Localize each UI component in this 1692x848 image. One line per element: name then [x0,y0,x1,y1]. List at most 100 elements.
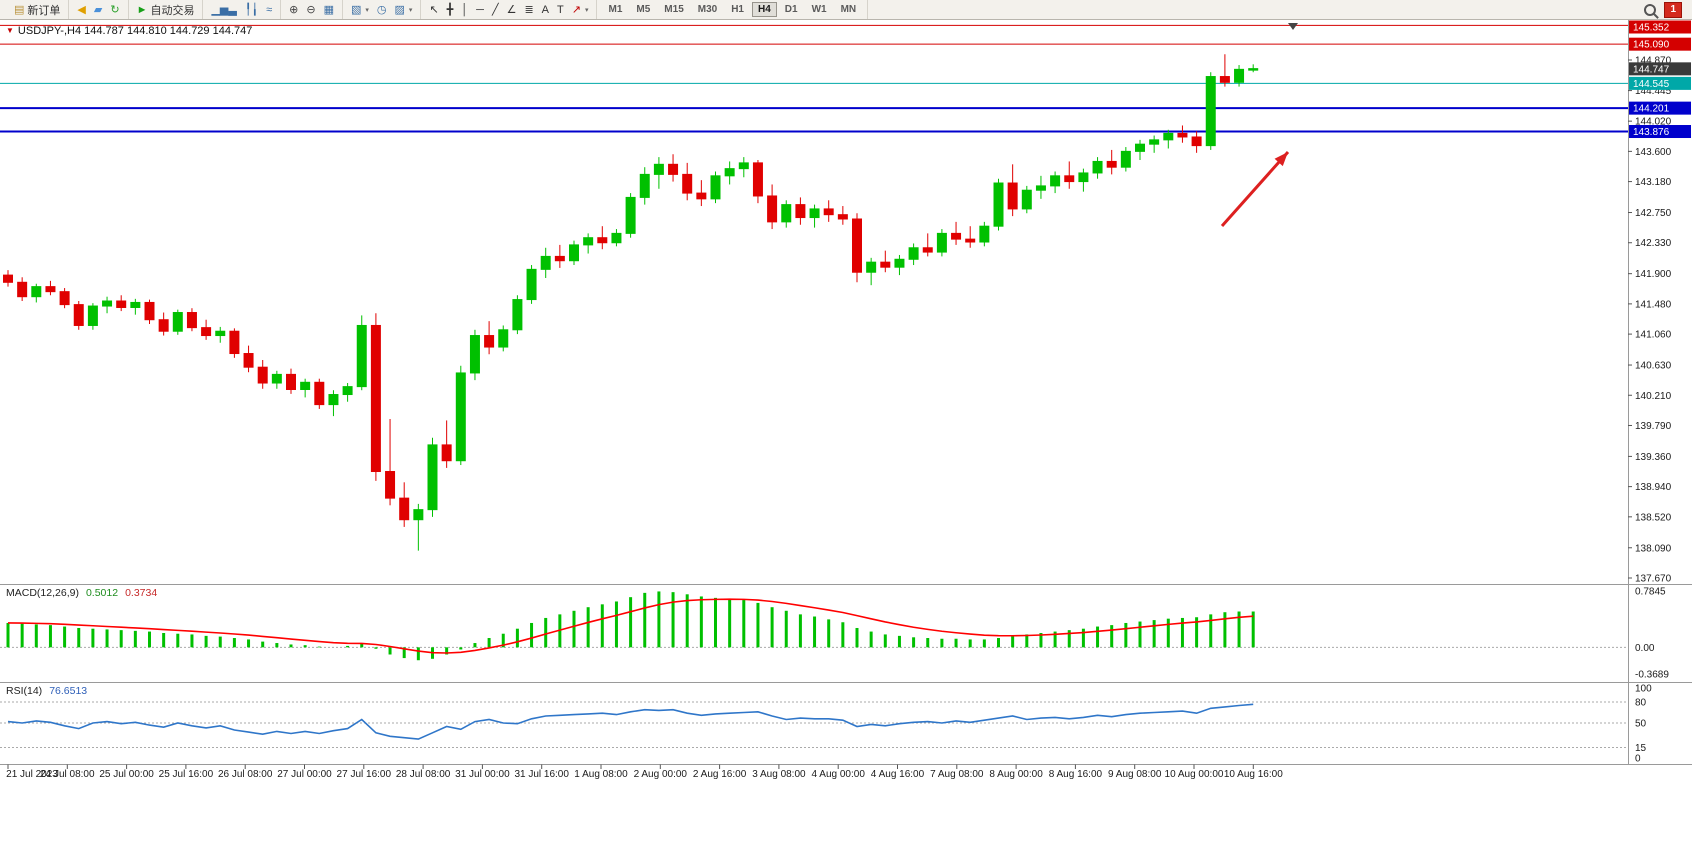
period-icon[interactable]: ◷ [373,1,391,19]
svg-text:144.445: 144.445 [1635,86,1672,97]
price-label-145.352 [1629,20,1691,34]
rsi-line [7,703,1254,740]
timeframe-m5[interactable]: M5 [636,4,651,15]
svg-text:142.330: 142.330 [1635,238,1672,249]
timeframe-d1[interactable]: D1 [784,4,798,15]
svg-text:145.352: 145.352 [1633,23,1670,34]
bar-chart-icon[interactable]: ▁▅▃ [207,1,240,19]
svg-text:25 Jul 16:00: 25 Jul 16:00 [159,769,214,780]
svg-text:144.747: 144.747 [1633,64,1670,75]
chart-title-overlay: ▼ USDJPY-,H4 144.787 144.810 144.729 144… [6,25,252,37]
svg-text:21 Jul 2023: 21 Jul 2023 [6,769,58,780]
toolbar-group: ⊕ ⊖ ▦ [281,0,343,19]
publish-icon[interactable]: ▰ [90,1,106,19]
chevron-down-icon: ▾ [365,6,369,14]
timeframe-m1[interactable]: M1 [608,4,623,15]
fibonacci-icon: ≣ [524,3,534,16]
cursor-icon[interactable]: ↖ [425,1,442,19]
svg-text:140.210: 140.210 [1635,391,1672,402]
text-icon[interactable]: A [538,1,553,19]
autotrading-button[interactable]: ► 自动交易 [133,1,199,19]
time-axis[interactable] [0,764,1692,786]
timeframe-h1[interactable]: H1 [731,4,744,15]
svg-text:4 Aug 16:00: 4 Aug 16:00 [871,769,925,780]
templates-icon[interactable]: ▨ ▾ [391,1,417,19]
horizontal-line-icon: ─ [476,3,484,16]
svg-text:139.790: 139.790 [1635,421,1672,432]
tile-windows-icon[interactable]: ▦ [320,1,338,19]
svg-text:25 Jul 00:00: 25 Jul 00:00 [99,769,154,780]
svg-text:2 Aug 00:00: 2 Aug 00:00 [634,769,688,780]
vertical-line-icon[interactable]: │ [457,1,472,19]
text-label-icon[interactable]: T [553,1,568,19]
svg-text:141.060: 141.060 [1635,330,1672,341]
announcement-icon[interactable]: ◀ [73,1,89,19]
search-icon[interactable] [1644,3,1657,16]
text-icon: A [541,3,550,16]
toolbar-group: ◀ ▰ ↻ [69,0,129,19]
svg-text:8 Aug 00:00: 8 Aug 00:00 [989,769,1043,780]
arrows-icon[interactable]: ↗ ▾ [568,1,593,19]
refresh-icon[interactable]: ↻ [106,1,123,19]
candlestick-series [3,54,1259,551]
price-axis[interactable] [1628,20,1692,764]
line-chart-icon[interactable]: ≈ [262,1,276,19]
new-chart-icon[interactable]: ▧ ▾ [347,1,373,19]
svg-text:143.876: 143.876 [1633,127,1670,138]
rsi-axis-label: 50 [1635,719,1647,730]
macd-axis-label: 0.7845 [1635,587,1666,598]
svg-text:1 Aug 08:00: 1 Aug 08:00 [574,769,628,780]
svg-text:7 Aug 08:00: 7 Aug 08:00 [930,769,984,780]
toolbar-right: 1 [1644,1,1686,18]
new-order-button[interactable]: ▤ 新订单 [10,1,64,19]
price-chart-canvas[interactable]: 144.870 144.445 144.020 143.600 143.180 142.7… [0,20,1692,848]
announcement-icon: ◀ [77,3,86,16]
price-label-144.747 [1629,62,1691,76]
rsi-value: 76.6513 [49,685,88,697]
timeframe-h4[interactable]: H4 [752,2,777,17]
toolbar-group: ↖ ╋ │ ─ ╱ ∠ ≣ A T ↗ ▾ [421,0,598,19]
zoom-in-icon: ⊕ [289,3,299,16]
arrows-icon: ↗ [571,3,581,16]
svg-text:4 Aug 00:00: 4 Aug 00:00 [812,769,866,780]
notification-badge[interactable]: 1 [1664,1,1682,18]
zoom-out-icon[interactable]: ⊖ [302,1,319,19]
svg-text:144.545: 144.545 [1633,79,1670,90]
text-label-icon: T [557,3,564,16]
svg-text:26 Jul 08:00: 26 Jul 08:00 [218,769,273,780]
timeframe-m15[interactable]: M15 [664,4,684,15]
period-icon: ◷ [376,3,387,16]
candlestick-chart-icon[interactable]: ╿╽ [241,1,262,19]
timeframe-w1[interactable]: W1 [811,4,827,15]
sell-marker-icon: ▼ [6,26,14,35]
toolbar-group: ▤ 新订单 [6,0,70,19]
timeframe-m30[interactable]: M30 [697,4,718,15]
chart-shift-marker[interactable] [1288,23,1298,30]
svg-text:140.630: 140.630 [1635,361,1672,372]
bar-chart-icon: ▁▅▃ [211,3,237,16]
svg-text:3 Aug 08:00: 3 Aug 08:00 [752,769,806,780]
rsi-axis-label: 80 [1635,698,1647,709]
timeframe-mn[interactable]: MN [840,4,857,15]
refresh-icon: ↻ [110,3,120,16]
svg-text:27 Jul 16:00: 27 Jul 16:00 [337,769,392,780]
crosshair-icon[interactable]: ╋ [443,1,458,19]
svg-text:10 Aug 00:00: 10 Aug 00:00 [1165,769,1224,780]
equidistant-channel-icon[interactable]: ∠ [503,1,521,19]
templates-icon: ▨ [394,3,405,16]
svg-text:9 Aug 08:00: 9 Aug 08:00 [1108,769,1162,780]
price-label-143.876 [1629,125,1691,139]
rsi-axis-label: 0 [1635,754,1641,765]
price-axis-labels: 144.870 144.445 144.020 143.600 143.180 142.7… [1628,20,1691,584]
horizontal-levels[interactable] [0,24,1628,133]
zoom-in-icon[interactable]: ⊕ [285,1,302,19]
horizontal-line-icon[interactable]: ─ [472,1,488,19]
trendline-icon[interactable]: ╱ [488,1,503,19]
fibonacci-icon[interactable]: ≣ [520,1,537,19]
svg-text:145.090: 145.090 [1633,40,1670,51]
svg-text:139.360: 139.360 [1635,452,1672,463]
svg-text:138.090: 138.090 [1635,543,1672,554]
trend-arrow[interactable] [1220,151,1290,227]
svg-text:137.670: 137.670 [1635,573,1672,584]
